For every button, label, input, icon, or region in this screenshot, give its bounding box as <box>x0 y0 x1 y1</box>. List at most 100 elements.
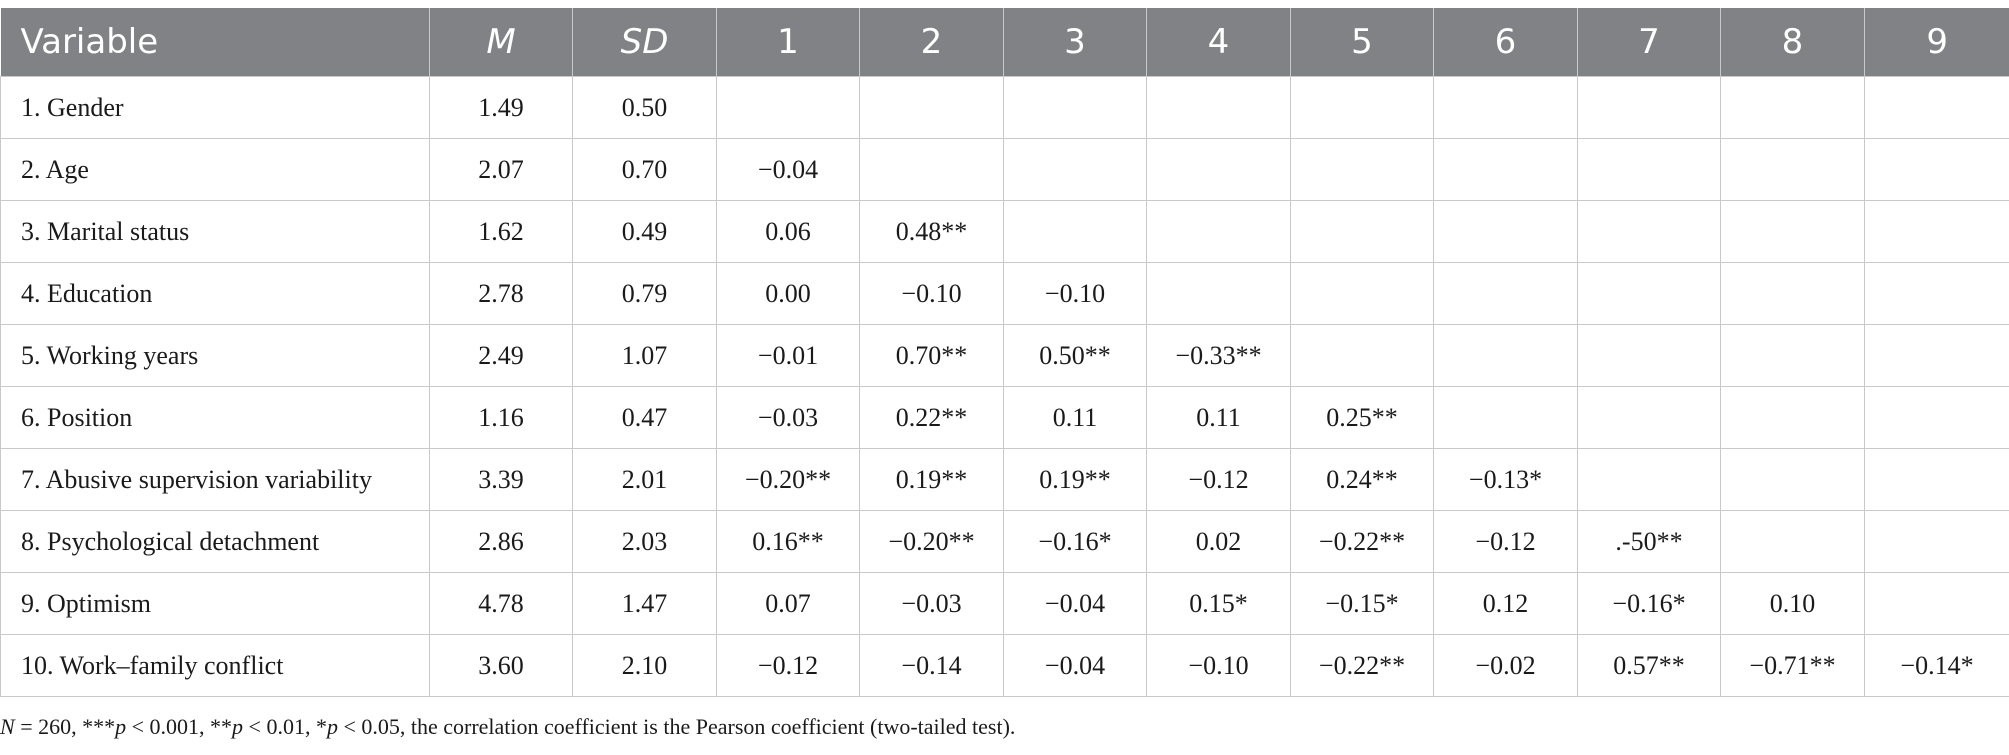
correlation-cell <box>1003 200 1147 263</box>
sd-cell: 1.47 <box>572 572 717 635</box>
sd-cell: 0.49 <box>572 200 717 263</box>
table-row: 8. Psychological detachment 2.86 2.03 0.16*… <box>0 510 2009 573</box>
table-body: 1. Gender 1.49 0.50 2. Age 2.07 0.70 −0.04 3. M… <box>0 76 2009 697</box>
correlation-cell: −0.10 <box>1003 262 1147 325</box>
table-row: 1. Gender 1.49 0.50 <box>0 76 2009 139</box>
mean-cell: 2.07 <box>429 138 573 201</box>
table-footnote: N = 260, ***p < 0.001, **p < 0.01, *p < … <box>0 714 1015 740</box>
correlation-cell: 0.12 <box>1433 572 1578 635</box>
correlation-cell: −0.03 <box>859 572 1004 635</box>
mean-cell: 2.49 <box>429 324 573 387</box>
correlation-cell <box>1577 262 1721 325</box>
correlation-cell <box>1146 262 1291 325</box>
correlation-cell <box>1720 510 1865 573</box>
variable-name-cell: 7. Abusive supervision variability <box>0 448 430 511</box>
correlation-cell <box>1720 386 1865 449</box>
correlation-cell: −0.20** <box>859 510 1004 573</box>
header-col-5: 5 <box>1290 8 1434 77</box>
sd-cell: 0.79 <box>572 262 717 325</box>
sd-cell: 2.01 <box>572 448 717 511</box>
correlation-cell: .-50** <box>1577 510 1721 573</box>
header-row: Variable M SD 1 2 3 4 5 6 7 8 9 <box>0 8 2009 77</box>
correlation-cell: −0.15* <box>1290 572 1434 635</box>
correlation-cell <box>859 76 1004 139</box>
variable-name-cell: 2. Age <box>0 138 430 201</box>
correlation-cell <box>1290 200 1434 263</box>
correlation-cell <box>1577 386 1721 449</box>
table-row: 5. Working years 2.49 1.07 −0.01 0.70** 0.50*… <box>0 324 2009 387</box>
correlation-cell: −0.02 <box>1433 634 1578 697</box>
mean-cell: 3.60 <box>429 634 573 697</box>
correlation-cell: 0.48** <box>859 200 1004 263</box>
correlation-cell <box>1864 510 2009 573</box>
mean-cell: 2.86 <box>429 510 573 573</box>
correlation-cell: −0.16* <box>1003 510 1147 573</box>
footnote-p2-label: p <box>232 714 244 739</box>
sd-cell: 0.70 <box>572 138 717 201</box>
sd-cell: 1.07 <box>572 324 717 387</box>
correlation-cell <box>716 76 860 139</box>
correlation-cell <box>1433 200 1578 263</box>
footnote-n-value: = 260, *** <box>14 714 116 739</box>
correlation-cell <box>1864 76 2009 139</box>
correlation-cell: 0.22** <box>859 386 1004 449</box>
correlation-cell: −0.04 <box>1003 634 1147 697</box>
correlation-cell: −0.01 <box>716 324 860 387</box>
correlation-cell <box>1290 76 1434 139</box>
sd-cell: 0.47 <box>572 386 717 449</box>
correlation-cell: −0.16* <box>1577 572 1721 635</box>
correlation-cell: −0.04 <box>1003 572 1147 635</box>
correlation-cell <box>1864 324 2009 387</box>
correlation-cell <box>1146 76 1291 139</box>
correlation-cell <box>1864 386 2009 449</box>
mean-cell: 1.62 <box>429 200 573 263</box>
correlation-cell: 0.19** <box>859 448 1004 511</box>
correlation-cell <box>1003 76 1147 139</box>
correlation-cell: 0.15* <box>1146 572 1291 635</box>
correlation-cell <box>1720 448 1865 511</box>
correlation-cell: −0.14 <box>859 634 1004 697</box>
mean-cell: 1.49 <box>429 76 573 139</box>
correlation-cell <box>1720 262 1865 325</box>
correlation-cell <box>1146 200 1291 263</box>
variable-name-cell: 5. Working years <box>0 324 430 387</box>
footnote-n-label: N <box>0 714 15 739</box>
correlation-cell: −0.13* <box>1433 448 1578 511</box>
correlation-cell: 0.00 <box>716 262 860 325</box>
correlation-cell: 0.57** <box>1577 634 1721 697</box>
correlation-cell <box>1433 138 1578 201</box>
correlation-cell: −0.12 <box>1146 448 1291 511</box>
correlation-cell: −0.14* <box>1864 634 2009 697</box>
correlation-cell: −0.12 <box>1433 510 1578 573</box>
header-col-1: 1 <box>716 8 860 77</box>
table-row: 2. Age 2.07 0.70 −0.04 <box>0 138 2009 201</box>
correlation-cell <box>1290 262 1434 325</box>
correlation-cell <box>1003 138 1147 201</box>
correlation-cell: −0.03 <box>716 386 860 449</box>
correlation-cell <box>1720 138 1865 201</box>
table-row: 10. Work–family conflict 3.60 2.10 −0.12 −0.… <box>0 634 2009 697</box>
correlation-cell <box>1720 76 1865 139</box>
correlation-cell <box>1864 448 2009 511</box>
footnote-p1-value: < 0.001, ** <box>126 714 233 739</box>
footnote-p3-label: p <box>326 714 338 739</box>
correlation-cell <box>1577 324 1721 387</box>
header-col-7: 7 <box>1577 8 1721 77</box>
correlation-cell <box>1433 324 1578 387</box>
correlation-cell <box>1864 200 2009 263</box>
variable-name-cell: 4. Education <box>0 262 430 325</box>
footnote-p3-value: < 0.05, the correlation coefficient is t… <box>337 714 1016 739</box>
correlation-cell <box>1720 200 1865 263</box>
table-row: 3. Marital status 1.62 0.49 0.06 0.48** <box>0 200 2009 263</box>
correlation-cell: 0.24** <box>1290 448 1434 511</box>
variable-name-cell: 9. Optimism <box>0 572 430 635</box>
header-col-8: 8 <box>1720 8 1865 77</box>
correlation-cell: −0.71** <box>1720 634 1865 697</box>
sd-cell: 0.50 <box>572 76 717 139</box>
table-row: 9. Optimism 4.78 1.47 0.07 −0.03 −0.04 0.15* −0… <box>0 572 2009 635</box>
correlation-cell: 0.10 <box>1720 572 1865 635</box>
correlation-cell: −0.10 <box>1146 634 1291 697</box>
mean-cell: 1.16 <box>429 386 573 449</box>
header-col-2: 2 <box>859 8 1004 77</box>
correlation-cell <box>1290 324 1434 387</box>
